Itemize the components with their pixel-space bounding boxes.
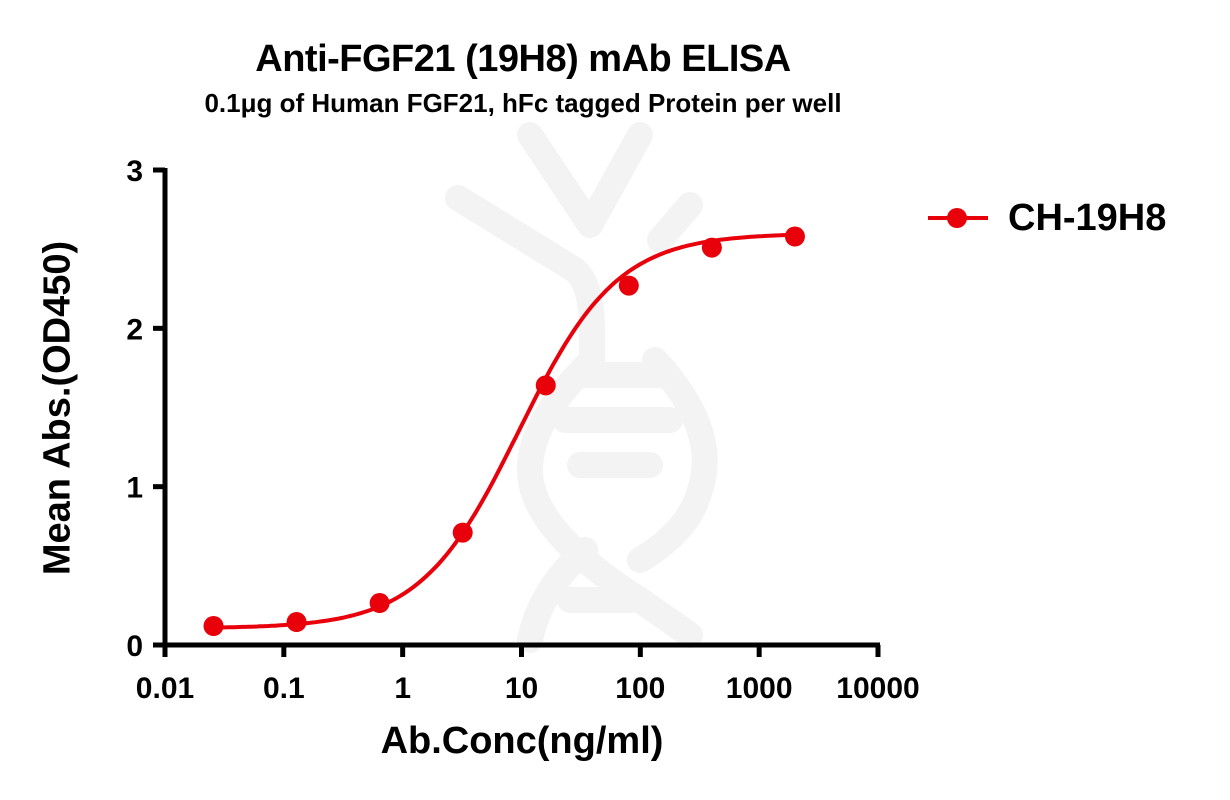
data-point: [203, 616, 224, 636]
fit-curve: [213, 232, 795, 630]
dna-watermark-icon: [445, 122, 718, 653]
svg-text:3: 3: [126, 155, 143, 188]
svg-text:0.01: 0.01: [136, 672, 194, 705]
legend-label: CH-19H8: [1008, 196, 1167, 239]
data-point: [618, 275, 639, 296]
svg-text:1000: 1000: [726, 672, 793, 705]
chart-title: Anti-FGF21 (19H8) mAb ELISA: [255, 38, 791, 80]
tick-labels: 0 1 2 3 0.01 0.1 1 10 100 1000 10000: [126, 155, 919, 705]
data-point: [535, 375, 556, 396]
svg-text:0: 0: [126, 630, 143, 663]
data-point: [784, 226, 805, 247]
svg-text:1: 1: [126, 472, 143, 505]
data-points: [203, 226, 805, 636]
svg-text:10: 10: [505, 672, 538, 705]
legend: CH-19H8: [928, 196, 1166, 240]
chart-subtitle: 0.1μg of Human FGF21, hFc tagged Protein…: [204, 88, 842, 118]
svg-text:1: 1: [394, 672, 411, 705]
axes: [153, 167, 881, 657]
svg-text:100: 100: [615, 672, 665, 705]
svg-text:10000: 10000: [836, 672, 919, 705]
x-axis-label: Ab.Conc(ng/ml): [380, 720, 664, 762]
svg-text:0.1: 0.1: [263, 672, 305, 705]
data-point: [701, 237, 722, 258]
svg-text:2: 2: [126, 313, 143, 346]
data-point: [452, 522, 473, 543]
legend-marker-icon: [928, 196, 988, 240]
data-point: [369, 593, 390, 614]
data-point: [286, 612, 307, 633]
